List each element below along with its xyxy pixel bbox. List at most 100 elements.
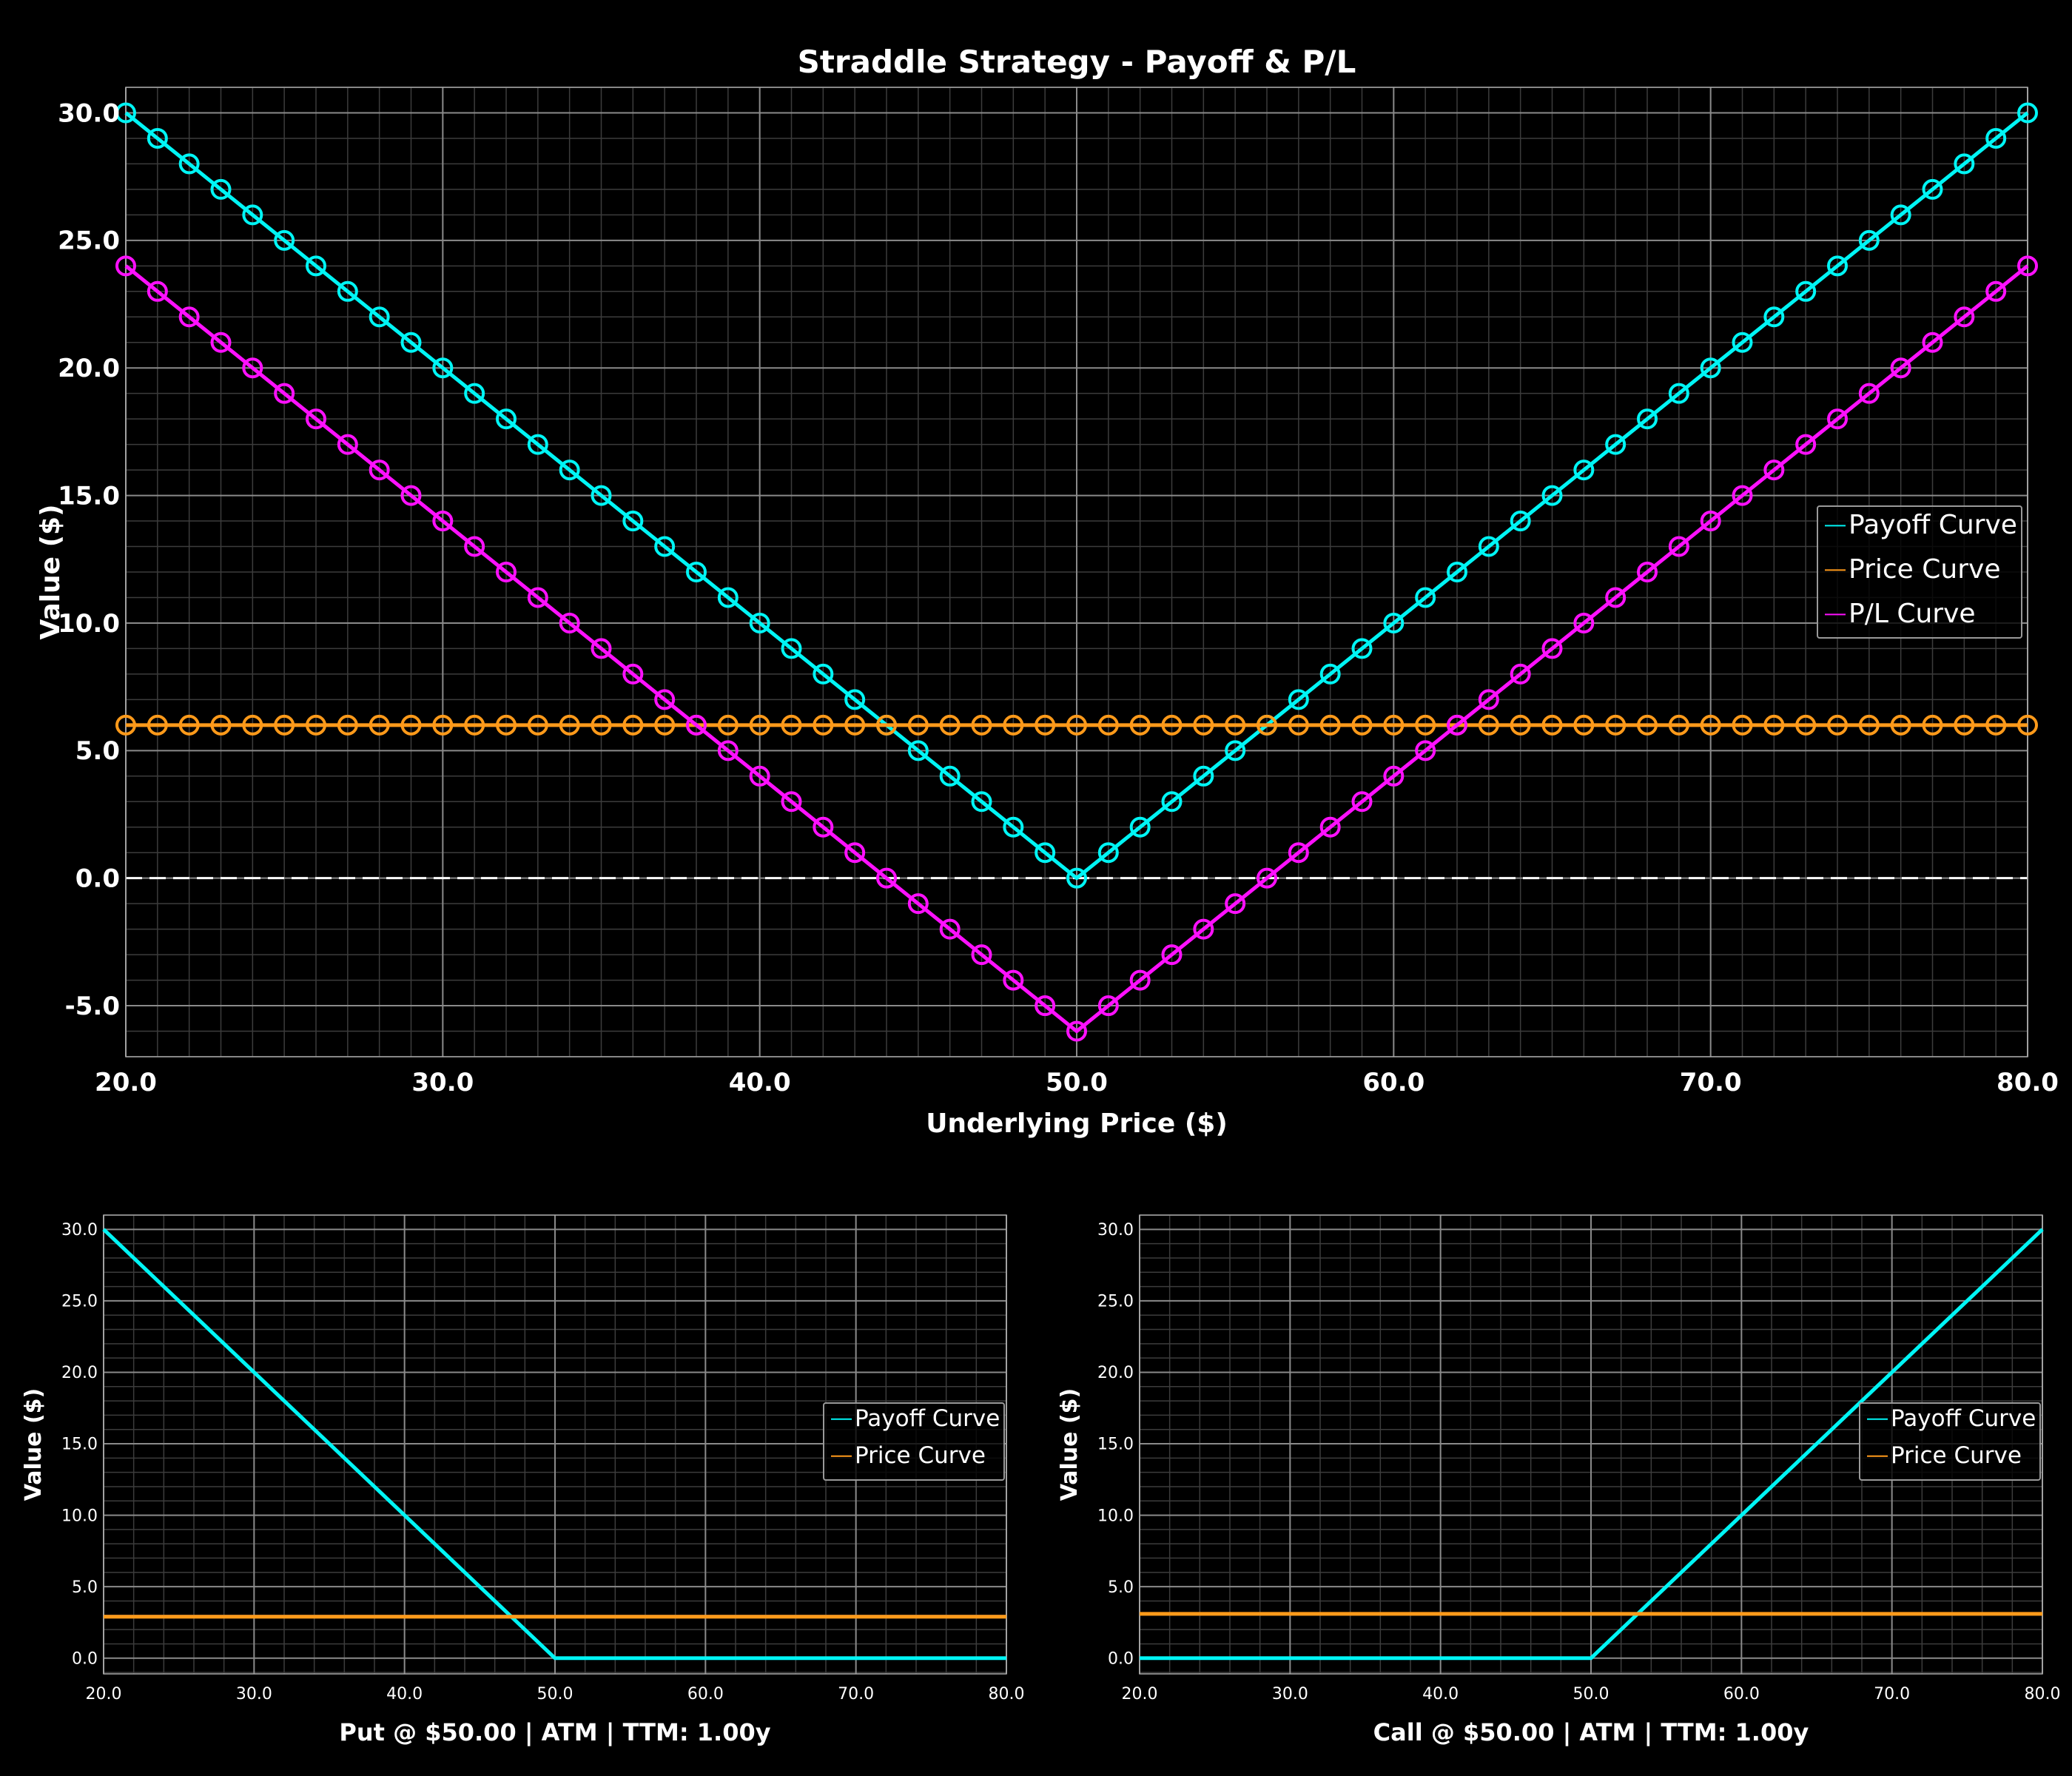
data-point	[1097, 714, 1119, 736]
data-point	[1985, 714, 2007, 736]
data-point	[337, 714, 358, 736]
data-point	[1066, 1020, 1087, 1042]
data-point	[591, 485, 612, 506]
data-point	[1447, 562, 1467, 582]
data-point	[907, 714, 929, 736]
data-point	[306, 714, 326, 736]
y-tick-label: -5.0	[65, 992, 120, 1021]
plot-frame	[103, 1214, 1007, 1675]
legend-box	[1859, 1402, 2041, 1481]
x-tick-label: 30.0	[1272, 1685, 1308, 1703]
data-point	[178, 714, 200, 736]
x-tick-label: 20.0	[95, 1068, 157, 1097]
data-point	[400, 714, 422, 736]
data-point	[1605, 434, 1627, 455]
data-point	[844, 714, 866, 736]
data-point	[1129, 714, 1151, 736]
data-point	[178, 306, 200, 328]
y-tick-label: 5.0	[1108, 1578, 1134, 1597]
data-point	[1257, 714, 1277, 736]
y-tick-label: 20.0	[1097, 1364, 1134, 1382]
data-point	[1763, 714, 1785, 736]
data-point	[1668, 536, 1689, 557]
data-point	[654, 714, 676, 736]
data-point	[242, 204, 263, 226]
data-point	[1510, 511, 1531, 532]
data-point	[1415, 587, 1436, 608]
data-point	[1985, 127, 2007, 149]
data-point	[1890, 204, 1911, 226]
data-point	[1890, 357, 1911, 379]
data-point	[1858, 229, 1880, 251]
chart-3: 20.0 30.0 40.0 50.0 60.0 70.0 80.0 0.0 5.0 10.0 15…	[1057, 1214, 2060, 1747]
data-point	[686, 562, 707, 582]
data-point	[1003, 969, 1024, 991]
chart-2: 20.0 30.0 40.0 50.0 60.0 70.0 80.0 0.0 5.0 10.0 15…	[21, 1214, 1024, 1747]
data-point	[115, 714, 136, 736]
data-point	[1985, 280, 2007, 302]
data-point	[1795, 280, 1817, 302]
data-point	[1858, 714, 1880, 736]
data-point	[1478, 536, 1499, 557]
data-point	[1193, 765, 1214, 787]
legend-label: Price Curve	[855, 1442, 986, 1469]
charts-container: 20.0 30.0 40.0 50.0 60.0 70.0 80.0 -5.0 0.0 5.0 10…	[21, 44, 2060, 1747]
data-point	[147, 280, 168, 302]
data-point	[876, 714, 897, 736]
legend-label: Price Curve	[1891, 1442, 2022, 1469]
data-point	[369, 306, 390, 328]
data-point	[337, 434, 358, 455]
data-point	[844, 689, 866, 710]
y-tick-label: 15.0	[58, 481, 120, 511]
legend-label: Price Curve	[1849, 554, 2000, 585]
data-point	[115, 255, 136, 277]
legend-label: Payoff Curve	[855, 1405, 1000, 1432]
legend-box	[823, 1402, 1005, 1481]
data-point	[1605, 714, 1627, 736]
data-point	[781, 714, 802, 736]
data-point	[971, 944, 992, 966]
series-line	[102, 1228, 1006, 1661]
data-point	[1478, 714, 1499, 736]
data-point	[369, 460, 390, 481]
data-point	[1605, 587, 1627, 608]
data-point	[1637, 408, 1658, 430]
data-point	[559, 612, 580, 633]
data-point	[1319, 714, 1341, 736]
data-point	[971, 791, 992, 813]
data-point	[1383, 714, 1405, 736]
data-point	[1003, 714, 1024, 736]
data-point	[1447, 714, 1467, 736]
data-point	[939, 714, 961, 736]
data-point	[400, 332, 422, 353]
series-line	[124, 264, 2029, 1034]
data-point	[464, 714, 485, 736]
data-point	[242, 714, 263, 736]
data-point	[1541, 714, 1563, 736]
data-point	[1541, 485, 1563, 506]
data-point	[306, 255, 326, 277]
y-tick-label: 15.0	[61, 1436, 98, 1454]
legend-box	[1817, 505, 2022, 639]
series-payoff-curve	[102, 1228, 1006, 1661]
legend-label: P/L Curve	[1849, 599, 1976, 629]
data-point	[1700, 714, 1721, 736]
data-point	[1541, 638, 1563, 659]
data-point	[1858, 383, 1880, 404]
data-point	[1351, 714, 1373, 736]
x-tick-label: 60.0	[1362, 1068, 1424, 1097]
x-tick-label: 20.0	[1122, 1685, 1158, 1703]
data-point	[496, 408, 517, 430]
data-point	[559, 460, 580, 481]
data-point	[1161, 714, 1183, 736]
data-point	[939, 918, 961, 940]
data-point	[1954, 153, 1975, 175]
legend: Payoff Curve Price Curve	[1859, 1402, 2041, 1481]
data-point	[1193, 714, 1214, 736]
data-point	[1035, 842, 1056, 864]
data-point	[1763, 306, 1785, 328]
data-point	[1668, 383, 1689, 404]
data-point	[717, 714, 739, 736]
data-point	[781, 638, 802, 659]
